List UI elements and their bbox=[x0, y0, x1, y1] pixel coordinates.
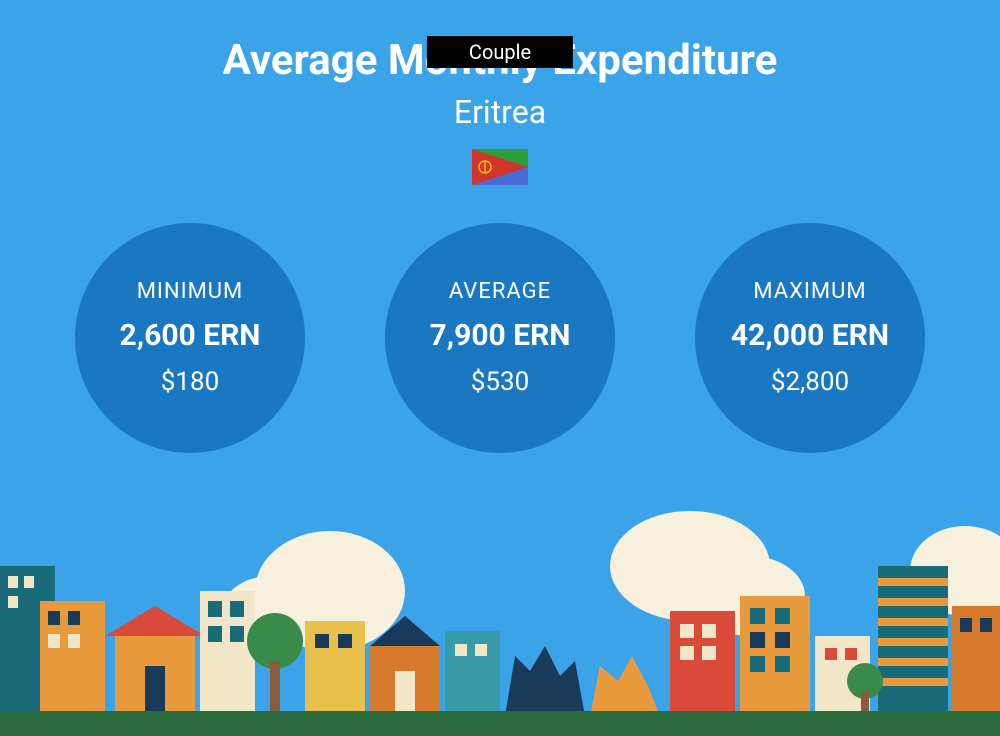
stat-usd: $2,800 bbox=[771, 367, 849, 397]
flag-icon bbox=[472, 149, 528, 185]
stat-label: MAXIMUM bbox=[753, 279, 866, 304]
stat-usd: $530 bbox=[471, 367, 529, 397]
stat-value: 2,600 ERN bbox=[120, 318, 261, 353]
stat-value: 7,900 ERN bbox=[430, 318, 571, 353]
stat-circle-maximum: MAXIMUM 42,000 ERN $2,800 bbox=[695, 223, 925, 453]
stat-label: MINIMUM bbox=[137, 279, 244, 304]
category-badge: Couple bbox=[427, 36, 573, 68]
stat-value: 42,000 ERN bbox=[731, 318, 889, 353]
stats-row: MINIMUM 2,600 ERN $180 AVERAGE 7,900 ERN… bbox=[0, 223, 1000, 453]
stat-label: AVERAGE bbox=[449, 279, 551, 304]
stat-circle-average: AVERAGE 7,900 ERN $530 bbox=[385, 223, 615, 453]
stat-circle-minimum: MINIMUM 2,600 ERN $180 bbox=[75, 223, 305, 453]
skyline-illustration bbox=[0, 506, 1000, 736]
stat-usd: $180 bbox=[161, 367, 219, 397]
badge-label: Couple bbox=[469, 40, 531, 64]
country-subtitle: Eritrea bbox=[0, 93, 1000, 131]
